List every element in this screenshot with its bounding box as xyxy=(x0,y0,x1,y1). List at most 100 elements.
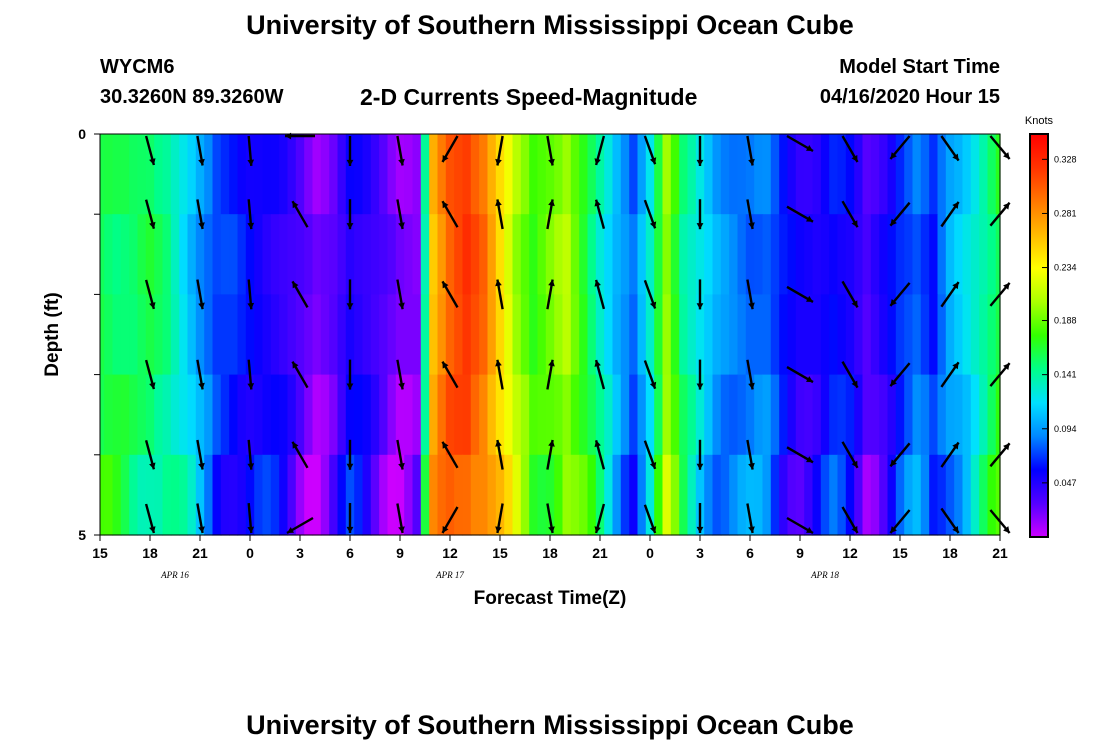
vector-arrowhead xyxy=(292,281,299,289)
heatmap-cell xyxy=(370,134,380,215)
x-tick-label: 21 xyxy=(592,545,608,561)
heatmap-cell xyxy=(520,214,530,295)
heatmap-cell xyxy=(987,374,997,456)
heatmap-cell xyxy=(262,134,272,215)
vector-arrowhead xyxy=(806,527,813,533)
vector-arrowhead xyxy=(806,145,813,151)
current-vector xyxy=(696,439,704,470)
vector-arrowhead xyxy=(149,462,156,470)
heatmap-cell xyxy=(962,214,972,295)
heatmap-cell xyxy=(629,214,639,295)
heatmap-cell xyxy=(570,134,580,215)
heatmap-cell xyxy=(262,294,272,376)
current-vector xyxy=(940,441,960,468)
vector-arrowhead xyxy=(198,158,205,166)
current-vector xyxy=(786,285,814,303)
heatmap-cell xyxy=(154,294,164,376)
heatmap-cell xyxy=(404,134,414,215)
heatmap-cell xyxy=(512,134,522,215)
heatmap-cell xyxy=(704,214,714,295)
heatmap-cell xyxy=(454,454,464,536)
heatmap-cell xyxy=(162,374,172,456)
current-vector xyxy=(495,359,504,390)
heatmap-cell xyxy=(595,214,605,295)
heatmap-cell xyxy=(329,374,339,456)
heatmap-cell xyxy=(254,294,264,376)
current-vector xyxy=(441,280,459,308)
heatmap-cell xyxy=(579,134,589,215)
heatmap-cell xyxy=(237,294,247,376)
heatmap-cell xyxy=(520,294,530,376)
heatmap-cell xyxy=(945,454,955,536)
heatmap-cell xyxy=(604,294,614,376)
heatmap-cell xyxy=(279,294,289,376)
heatmap-cell xyxy=(245,374,255,456)
heatmap-cell xyxy=(154,134,164,215)
heatmap-cell xyxy=(245,134,255,215)
heatmap-cell xyxy=(254,454,264,536)
heatmap-cell xyxy=(395,134,405,215)
vector-arrowhead xyxy=(594,199,601,207)
current-vector xyxy=(396,199,405,230)
heatmap-cell xyxy=(820,294,830,376)
current-vector xyxy=(441,200,459,228)
heatmap-cell xyxy=(187,294,197,376)
heatmap-cell xyxy=(204,294,214,376)
heatmap-cell xyxy=(187,134,197,215)
heatmap-cell xyxy=(270,214,280,295)
current-vector xyxy=(196,199,205,230)
heatmap-cell xyxy=(204,214,214,295)
heatmap-cell xyxy=(354,374,364,456)
vector-arrowhead xyxy=(292,361,299,369)
heatmap-cell xyxy=(354,294,364,376)
heatmap-cell xyxy=(512,374,522,456)
vector-arrowhead xyxy=(696,463,704,470)
vector-arrowhead xyxy=(346,159,354,166)
heatmap-cell xyxy=(745,214,755,295)
current-vector xyxy=(144,359,156,390)
current-vector xyxy=(594,439,606,470)
heatmap-cell xyxy=(712,374,722,456)
heatmap-cell xyxy=(604,374,614,456)
heatmap-cell xyxy=(312,214,322,295)
vector-arrowhead xyxy=(149,382,156,390)
heatmap-cell xyxy=(962,134,972,215)
heatmap-cell xyxy=(312,454,322,536)
x-tick-label: 18 xyxy=(542,545,558,561)
x-tick-label: 3 xyxy=(696,545,704,561)
heatmap-cell xyxy=(470,374,480,456)
heatmap-cell xyxy=(137,374,147,456)
heatmap-cell xyxy=(179,294,189,376)
heatmap-cell xyxy=(829,294,839,376)
vector-arrowhead xyxy=(952,526,959,533)
heatmap-cell xyxy=(912,374,922,456)
heatmap-cell xyxy=(695,214,705,295)
heatmap-cell xyxy=(270,294,280,376)
heatmap-cell xyxy=(287,294,297,376)
heatmap-cell xyxy=(270,134,280,215)
heatmap-cell xyxy=(320,214,330,295)
x-axis-title: Forecast Time(Z) xyxy=(474,588,627,609)
heatmap-cell xyxy=(662,214,672,295)
heatmap-cell xyxy=(862,374,872,456)
heatmap-cell xyxy=(387,454,397,536)
vector-arrowhead xyxy=(548,440,555,447)
current-vector xyxy=(441,135,459,163)
heatmap-cell xyxy=(212,454,222,536)
heatmap-cell xyxy=(570,374,580,456)
heatmap-cell xyxy=(170,134,180,215)
current-vector xyxy=(546,199,555,230)
heatmap-cell xyxy=(904,374,914,456)
heatmap-cell xyxy=(412,374,422,456)
vector-arrowhead xyxy=(952,282,959,290)
heatmap-cell xyxy=(845,134,855,215)
heatmap-cell xyxy=(145,454,155,536)
heatmap-cell xyxy=(362,214,372,295)
heatmap-cell xyxy=(154,374,164,456)
heatmap-cell xyxy=(379,374,389,456)
vector-arrowhead xyxy=(748,158,755,166)
current-vector xyxy=(396,135,405,166)
heatmap-cell xyxy=(454,134,464,215)
heatmap-cell xyxy=(870,294,880,376)
heatmap-cell xyxy=(970,214,980,295)
